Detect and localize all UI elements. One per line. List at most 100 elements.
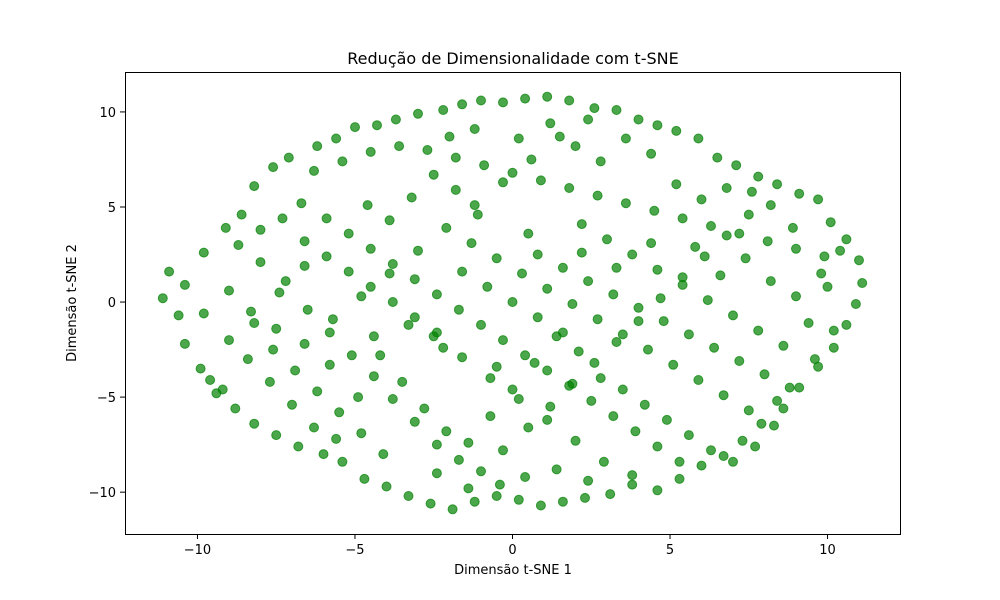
data-point: [743, 405, 754, 416]
data-point: [583, 475, 594, 486]
data-point: [759, 369, 770, 380]
data-point: [731, 160, 742, 171]
data-point: [441, 222, 452, 233]
data-point: [507, 167, 518, 178]
data-point: [787, 222, 798, 233]
data-point: [756, 418, 767, 429]
data-point: [586, 395, 597, 406]
data-point: [809, 354, 820, 365]
data-point: [198, 308, 209, 319]
data-point: [595, 156, 606, 167]
data-point: [611, 105, 622, 115]
data-point: [545, 401, 556, 412]
data-point: [551, 464, 562, 475]
data-point: [387, 394, 398, 404]
data-point: [580, 492, 590, 503]
chart-title: Redução de Dimensionalidade com t-SNE: [347, 49, 678, 68]
data-point: [299, 236, 310, 247]
data-point: [264, 376, 275, 387]
data-point: [671, 179, 682, 190]
data-point: [706, 221, 716, 231]
data-point: [765, 200, 776, 211]
data-point: [173, 310, 184, 321]
data-point: [740, 253, 751, 264]
data-point: [753, 325, 764, 336]
data-point: [280, 276, 291, 287]
data-point: [249, 181, 260, 192]
data-point: [438, 342, 449, 353]
data-point: [409, 416, 420, 427]
data-point: [406, 192, 417, 203]
data-point: [513, 133, 524, 144]
data-point: [702, 295, 713, 306]
data-point: [545, 118, 556, 129]
data-point: [463, 483, 474, 494]
data-point: [350, 122, 360, 133]
x-tick-label: −5: [345, 543, 364, 558]
data-point: [693, 375, 704, 385]
data-point: [652, 441, 663, 452]
data-point: [652, 264, 663, 275]
y-axis-label: Dimensão t-SNE 2: [65, 244, 80, 362]
data-point: [633, 114, 644, 125]
data-point: [413, 245, 423, 256]
data-point: [794, 382, 805, 393]
data-point: [283, 152, 294, 163]
data-point: [750, 441, 761, 452]
data-point: [564, 183, 575, 193]
data-point: [195, 363, 206, 374]
data-point: [699, 251, 710, 262]
data-point: [441, 426, 452, 437]
data-point: [309, 165, 319, 176]
data-point: [791, 243, 801, 254]
data-point: [627, 249, 638, 260]
data-point: [318, 449, 329, 460]
data-point: [179, 279, 190, 290]
data-point: [706, 445, 716, 456]
data-point: [498, 445, 508, 456]
data-point: [249, 318, 260, 328]
data-point: [520, 93, 531, 104]
data-point: [557, 262, 568, 273]
data-point: [403, 319, 414, 330]
x-tick-label: 0: [508, 543, 516, 558]
data-point: [312, 386, 323, 397]
data-point: [753, 171, 764, 182]
data-point: [378, 449, 389, 460]
data-point: [769, 420, 779, 431]
data-point: [293, 441, 304, 452]
data-point: [608, 289, 619, 300]
data-point: [372, 120, 382, 131]
data-point: [233, 240, 244, 250]
data-point: [390, 114, 401, 125]
data-point: [299, 338, 310, 349]
data-point: [643, 344, 653, 355]
data-point: [513, 394, 524, 404]
data-point: [822, 281, 833, 292]
data-point: [268, 344, 279, 355]
data-point: [513, 494, 524, 505]
data-point: [331, 133, 342, 144]
data-point: [485, 373, 496, 384]
data-point: [583, 276, 594, 287]
data-point: [337, 456, 348, 467]
data-point: [469, 200, 480, 211]
data-point: [532, 249, 543, 260]
data-point: [791, 291, 801, 302]
data-point: [365, 243, 376, 254]
data-point: [450, 152, 461, 163]
data-point: [721, 230, 732, 241]
x-axis-label: Dimensão t-SNE 1: [454, 563, 572, 578]
data-point: [384, 268, 395, 279]
data-point: [557, 327, 568, 338]
data-point: [387, 297, 398, 307]
data-point: [652, 485, 663, 496]
data-point: [368, 331, 379, 342]
data-point: [813, 194, 824, 205]
data-point: [431, 439, 442, 450]
data-point: [639, 399, 650, 410]
data-point: [428, 169, 439, 180]
data-point: [520, 472, 531, 482]
data-point: [721, 183, 732, 193]
data-point: [743, 209, 754, 220]
